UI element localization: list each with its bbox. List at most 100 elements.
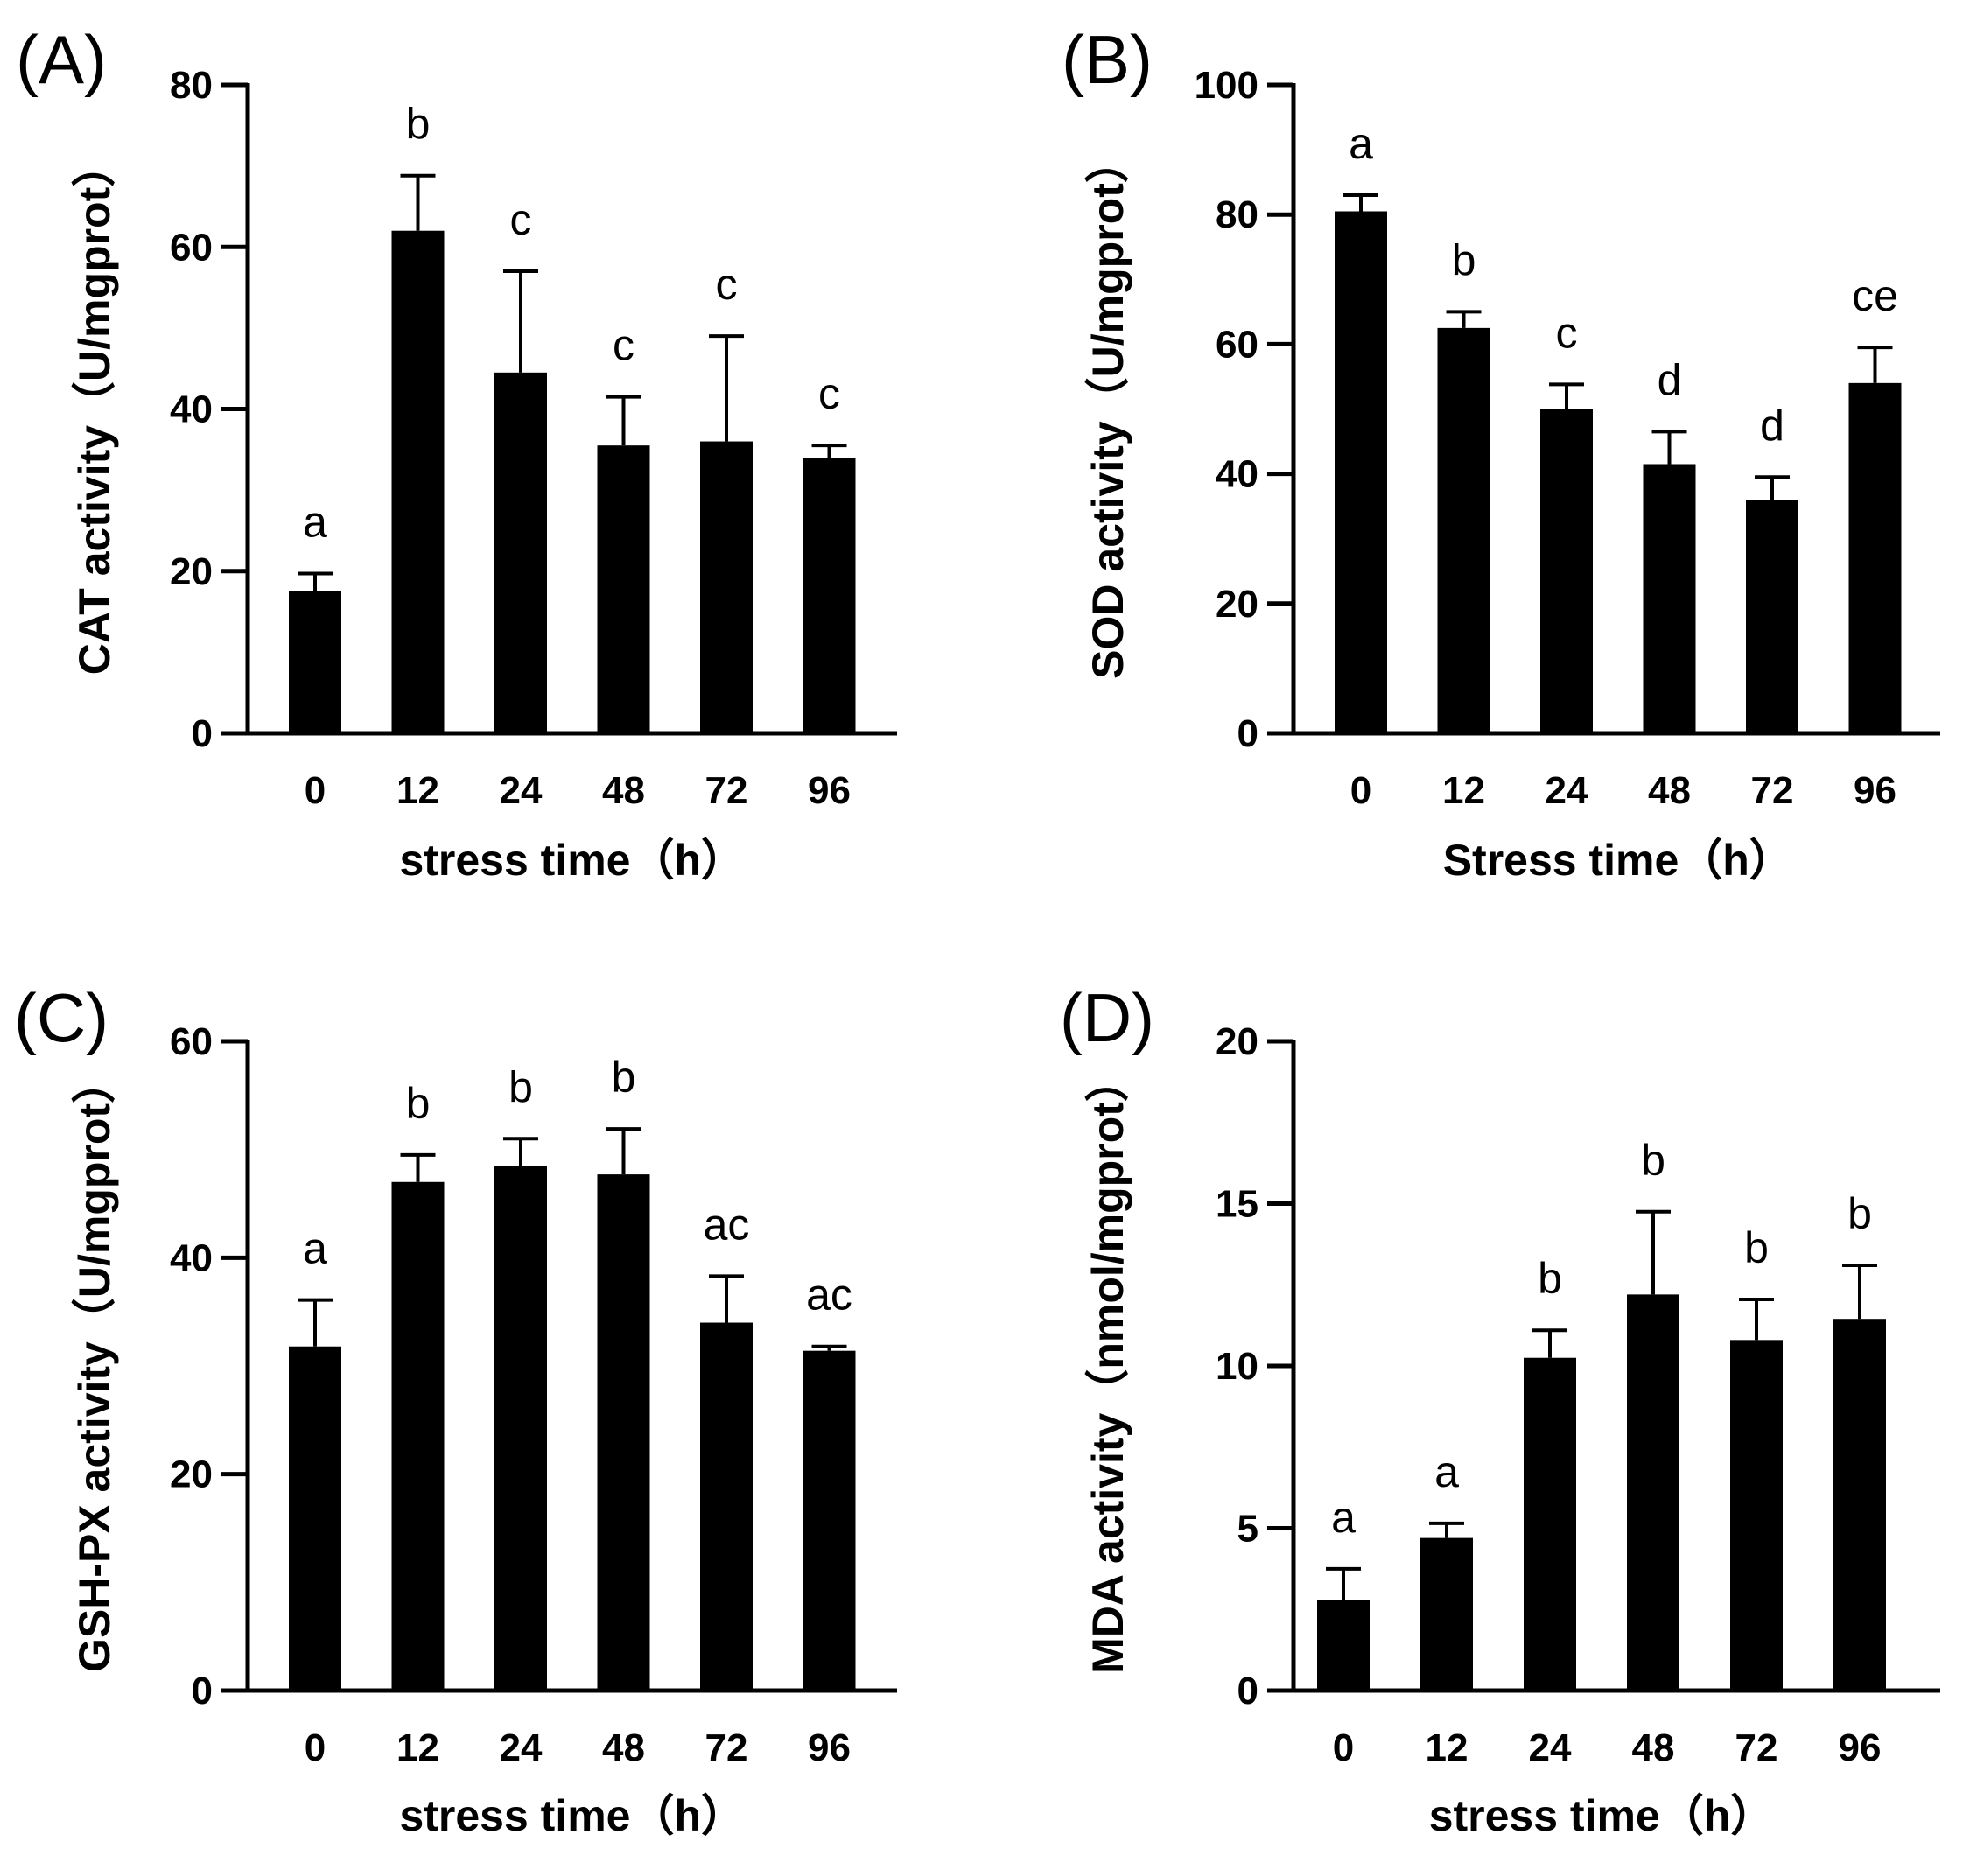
bar-12 [1437,327,1490,733]
y-tick-label: 0 [192,712,213,755]
bar-72 [700,1322,753,1690]
x-tick-label: 12 [1442,769,1485,812]
x-tick-label: 72 [705,769,748,812]
x-tick-label: 72 [1735,1726,1778,1769]
significance-letter: ac [704,1200,750,1249]
x-tick-label: 12 [1426,1726,1469,1769]
significance-letter: a [1331,1493,1356,1542]
bar-48 [1643,464,1696,733]
bar-12 [391,1181,445,1690]
bar-0 [1335,211,1387,733]
significance-letter: b [1452,235,1476,284]
x-axis-title: stress time（h） [1429,1791,1775,1840]
y-tick-label: 40 [1216,453,1258,496]
panel-d: (D) 0 5 10 15 20 a 0 a 12 b 24 b 48 b 72 b 96 stress time（… [1060,979,1940,1840]
significance-letter: b [1847,1189,1872,1238]
y-tick-label: 20 [1216,583,1258,626]
x-tick-label: 96 [1854,769,1896,812]
y-tick-label: 15 [1216,1183,1258,1226]
y-tick-label: 20 [1216,1020,1258,1063]
x-tick-label: 0 [1350,769,1371,812]
bar-72 [1730,1340,1783,1690]
significance-letter: b [1538,1254,1562,1303]
x-tick-label: 24 [500,769,543,812]
x-tick-label: 0 [305,769,326,812]
x-tick-label: 48 [602,769,645,812]
x-tick-label: 48 [1648,769,1691,812]
significance-letter: c [716,260,738,309]
panel-b: (B) 0 20 40 60 80 100 a 0 b 12 c 24 d 48 d 72 ce 96 Stress … [1062,21,1940,885]
y-tick-label: 20 [170,550,213,593]
significance-letter: b [406,100,431,149]
x-tick-label: 72 [1751,769,1794,812]
x-axis-title: stress time（h） [399,1791,745,1840]
significance-letter: ac [806,1270,852,1320]
significance-letter: c [510,195,532,244]
y-tick-label: 0 [1237,712,1258,755]
y-tick-label: 80 [1216,193,1258,236]
y-axis-title: SOD activity（U/mgprot） [1083,139,1132,679]
significance-letter: b [1641,1136,1665,1185]
y-tick-label: 60 [170,226,213,269]
y-tick-label: 80 [170,64,213,107]
significance-letter: ce [1852,271,1898,320]
bar-12 [391,230,445,734]
bar-0 [1317,1600,1370,1690]
significance-letter: a [1349,119,1373,168]
x-tick-label: 48 [602,1726,645,1769]
x-tick-label: 0 [305,1726,326,1769]
bar-24 [1524,1357,1576,1690]
bar-48 [597,1174,650,1690]
significance-letter: c [1556,308,1578,357]
x-axis-title: Stress time（h） [1443,836,1793,885]
x-tick-label: 96 [808,769,851,812]
y-axis-title: MDA activity（nmol/mgprot） [1083,1058,1132,1674]
y-tick-label: 40 [170,1236,213,1279]
x-tick-label: 96 [808,1726,851,1769]
bar-96 [1848,382,1902,733]
y-tick-label: 100 [1195,64,1258,107]
bar-24 [494,372,547,733]
panel-letter: (B) [1062,21,1153,98]
bar-48 [597,445,650,733]
bar-0 [289,591,341,733]
bar-0 [289,1346,341,1690]
significance-letter: b [1744,1223,1769,1272]
y-tick-label: 0 [192,1670,213,1712]
x-tick-label: 24 [1529,1726,1572,1769]
x-axis-title: stress time（h） [399,836,745,885]
bar-48 [1627,1294,1679,1690]
significance-letter: b [612,1053,636,1102]
significance-letter: a [1434,1447,1459,1496]
x-tick-label: 48 [1632,1726,1675,1769]
x-tick-label: 96 [1839,1726,1882,1769]
x-tick-label: 24 [1546,769,1588,812]
bar-24 [1540,409,1593,733]
panel-letter: (C) [14,979,109,1056]
y-tick-label: 0 [1237,1670,1258,1712]
x-tick-label: 72 [705,1726,748,1769]
bar-96 [803,458,856,733]
y-axis-title: GSH-PX activity（U/mgprot） [70,1060,119,1672]
significance-letter: a [303,1224,327,1273]
panel-letter: (A) [16,21,107,98]
bar-12 [1420,1537,1473,1690]
y-axis-title: CAT activity（U/mgprot） [70,144,119,675]
significance-letter: c [613,321,634,370]
x-tick-label: 12 [396,769,439,812]
y-tick-label: 20 [170,1453,213,1496]
significance-letter: b [508,1062,533,1111]
significance-letter: d [1658,355,1682,404]
y-tick-label: 5 [1237,1508,1258,1550]
x-tick-label: 12 [396,1726,439,1769]
bar-96 [1833,1319,1886,1690]
y-tick-label: 60 [1216,323,1258,366]
x-tick-label: 0 [1333,1726,1354,1769]
panel-letter: (D) [1060,979,1154,1056]
panel-c: (C) 0 20 40 60 a 0 b 12 b 24 b 48 ac 72 ac 96 stress time… [14,979,897,1840]
significance-letter: a [303,498,327,547]
x-tick-label: 24 [500,1726,543,1769]
significance-letter: b [406,1079,431,1128]
bar-24 [494,1166,547,1690]
